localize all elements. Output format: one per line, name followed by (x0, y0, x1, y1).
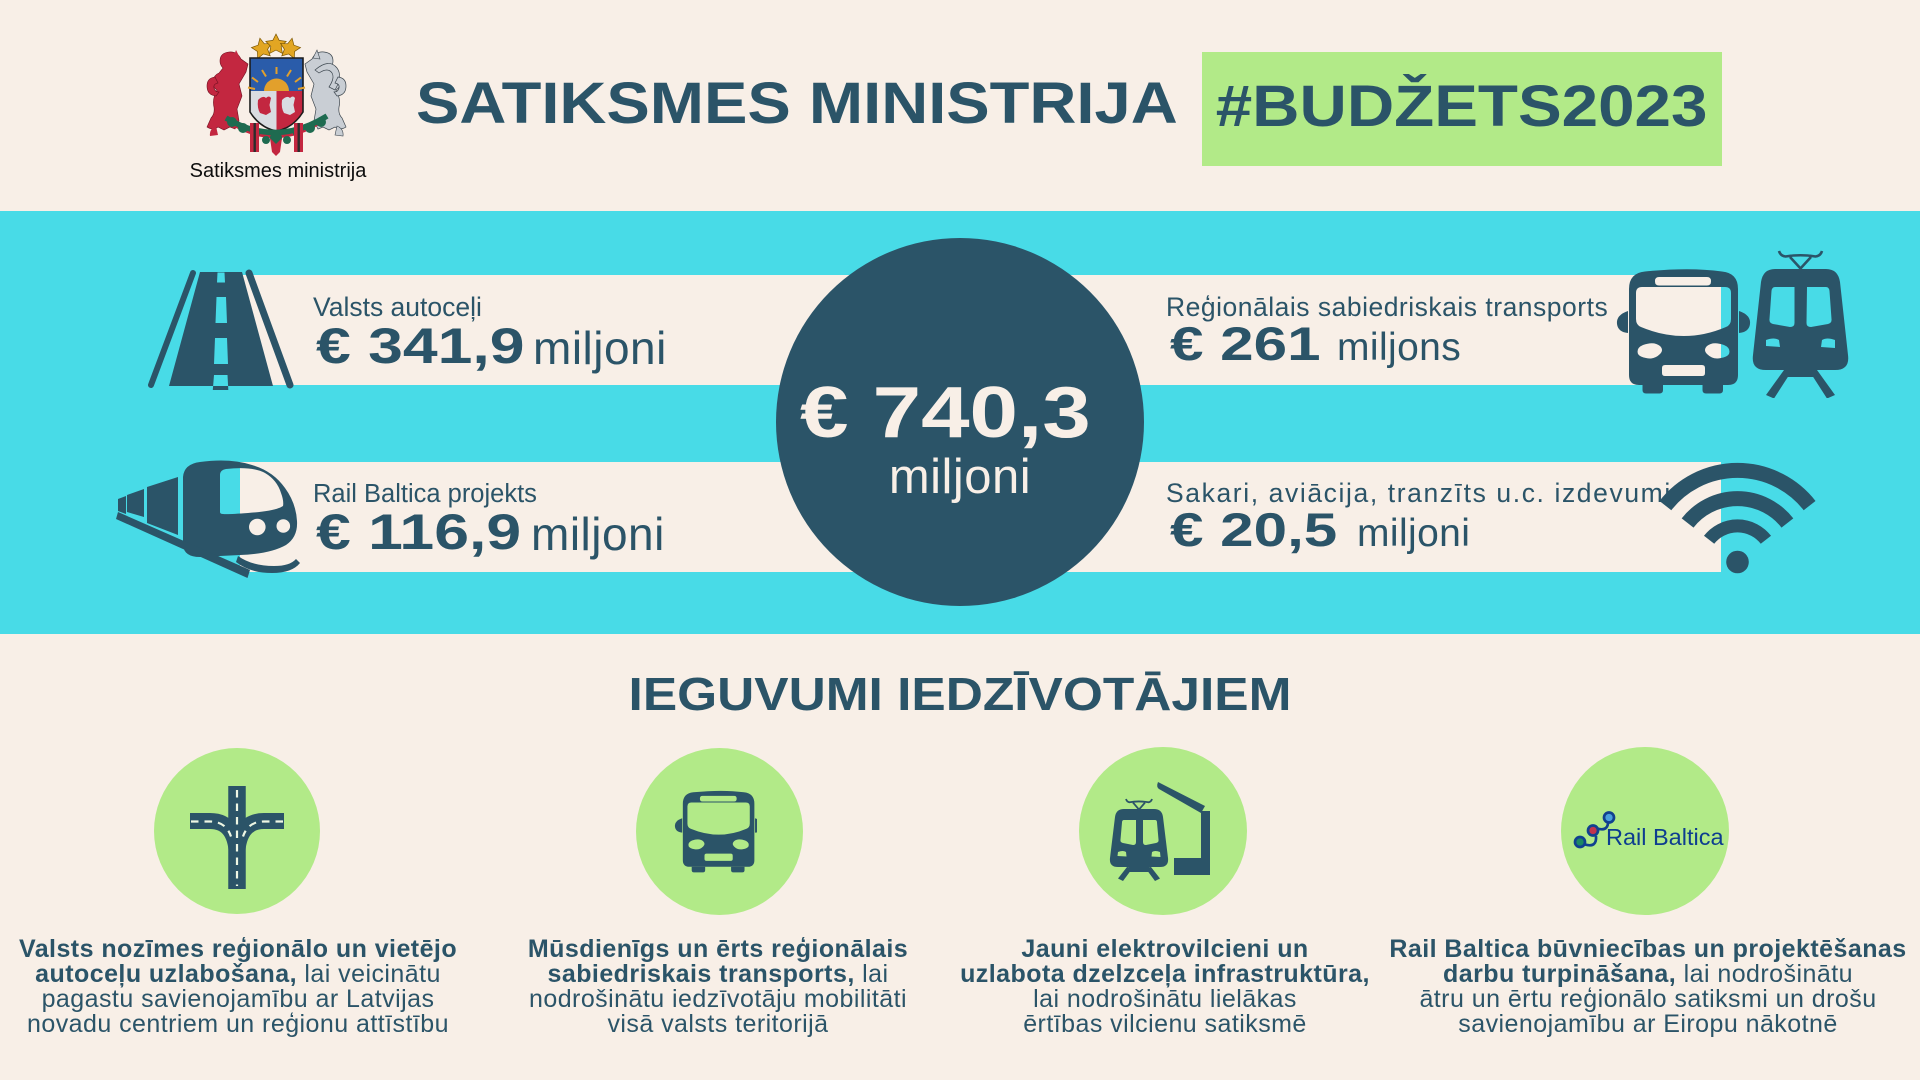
svg-text:Rail Baltica: Rail Baltica (1606, 824, 1724, 850)
